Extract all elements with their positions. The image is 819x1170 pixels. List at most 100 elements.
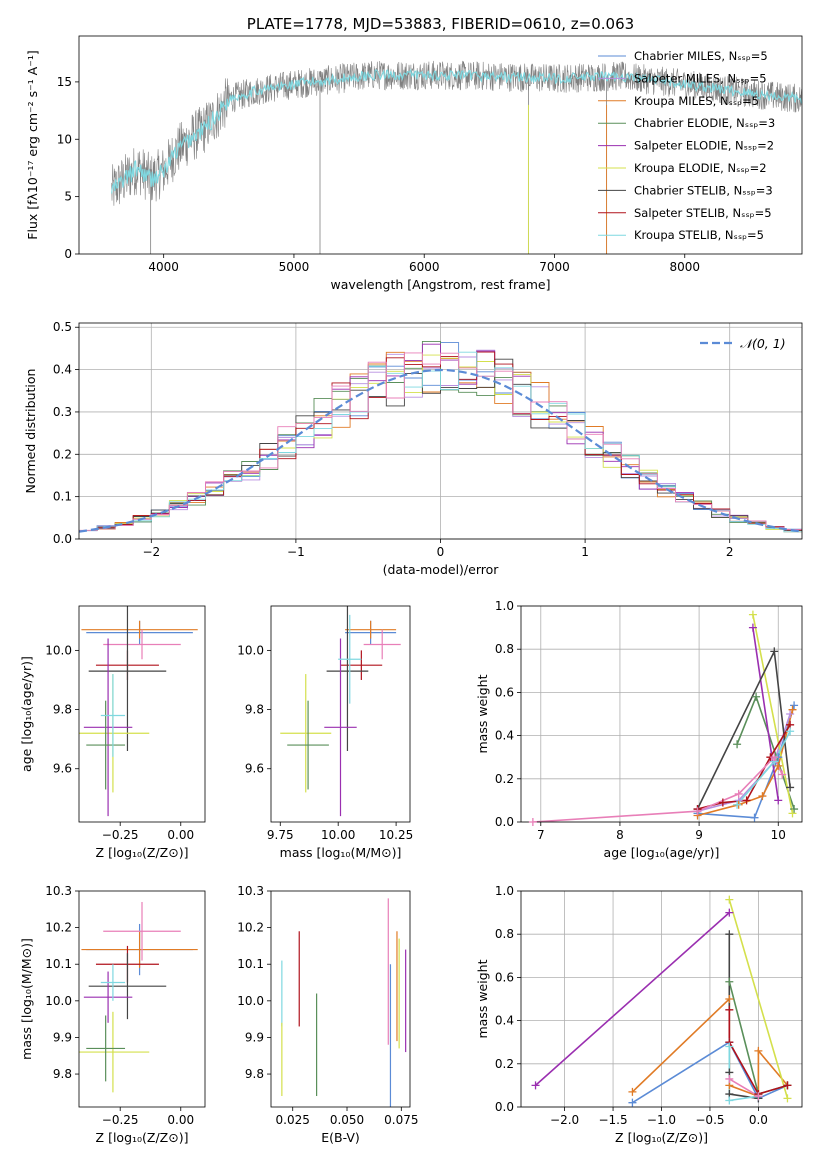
weight-series [752,627,780,801]
weight-marker [734,789,743,798]
y-tick-label: 0.4 [495,729,514,743]
y-tick-label: 0.0 [495,815,514,829]
axes-frame [520,605,803,823]
legend-entry: Salpeter STELIB, Nₛₛₚ=5 [634,206,772,220]
y-tick-label: 10.3 [237,884,264,898]
x-tick-label: −0.25 [102,828,139,842]
y-axis-label: mass [log₁₀(M/M⊙)] [19,938,34,1060]
y-tick-label: 10 [57,132,72,146]
y-axis-label: Flux [fλ10⁻¹⁷ erg cm⁻² s⁻¹ A⁻¹] [25,50,40,239]
y-axis-label: mass weight [475,959,490,1038]
histogram-series [79,340,802,532]
weight-marker [778,770,787,779]
weight-marker [725,977,734,986]
y-tick-label: 10.0 [237,643,264,657]
x-tick-label: 8 [616,828,624,842]
y-tick-label: 10.0 [237,994,264,1008]
y-tick-label: 10.2 [45,921,72,935]
weight-series [631,1041,788,1104]
y-tick-label: 0.2 [495,772,514,786]
plot-area [532,614,795,822]
y-axis-label: mass weight [475,674,490,753]
x-tick-label: 7 [537,828,545,842]
weight-marker [528,818,537,826]
weight-marker [733,800,742,809]
panel-1: 4000 5000 6000 7000 8000 0 5 10 15 wavelength [An… [25,15,803,292]
x-tick-label: 0.050 [330,1113,364,1127]
weight-marker [725,1096,734,1105]
y-tick-label: 0.2 [495,1057,514,1071]
x-tick-label: −1.5 [598,1113,627,1127]
y-tick-label: 0.3 [53,405,72,419]
data-spectrum [111,60,802,206]
legend-entry: Chabrier MILES, Nₛₛₚ=5 [634,49,768,63]
axes-frame [78,35,803,255]
weight-marker [770,753,779,762]
x-tick-label: 10.25 [379,828,413,842]
y-tick-label: 10.1 [237,957,264,971]
x-tick-label: −0.5 [695,1113,724,1127]
legend-entry: Kroupa STELIB, Nₛₛₚ=5 [634,228,764,242]
weight-marker [733,740,742,749]
weight-series [728,1078,759,1097]
x-tick-label: −2.0 [550,1113,579,1127]
weight-marker [774,761,783,770]
weight-marker [693,807,702,816]
weight-marker [531,1081,540,1090]
weight-marker [790,701,799,710]
histogram-series [79,352,802,531]
weight-marker [725,995,734,1003]
y-axis-label: Normed distribution [23,369,38,494]
x-tick-label: 8000 [669,260,700,274]
weight-marker [783,1094,792,1103]
y-tick-label: 10.0 [45,994,72,1008]
weight-marker [628,1087,637,1096]
y-tick-label: 0.6 [495,685,514,699]
weight-marker [718,798,727,807]
weight-marker [754,1046,763,1055]
y-tick-label: 10.3 [45,884,72,898]
weight-marker [725,1042,734,1051]
y-tick-label: 0.4 [53,363,72,377]
y-tick-label: 10.1 [45,957,72,971]
y-tick-label: 0.0 [495,1100,514,1114]
plot-area [79,340,802,533]
panel-7: 0.025 0.050 0.075 9.8 9.9 10.0 10.1 10.2 10.3 E(B… [237,884,418,1145]
weight-marker [770,647,779,656]
weight-marker [748,610,757,619]
weight-marker [748,623,757,632]
weight-marker [783,1081,792,1090]
x-tick-label: 0.075 [384,1113,418,1127]
weight-marker [628,1098,637,1107]
axes-frame [78,890,206,1108]
weight-marker [790,805,799,814]
y-tick-label: 0.1 [53,490,72,504]
x-tick-label: 7000 [539,260,570,274]
x-tick-label: 0.00 [167,1113,194,1127]
weight-marker [754,1092,763,1101]
y-tick-label: 9.6 [245,762,264,776]
x-axis-label: Z [log₁₀(Z/Z⊙)] [96,1130,189,1145]
x-tick-label: −2 [142,545,160,559]
plot-area [281,898,407,1107]
weight-marker [758,792,767,801]
y-tick-label: 9.8 [245,703,264,717]
weight-marker [786,710,795,718]
legend-entry: Salpeter MILES, Nₛₛₚ=5 [634,71,767,85]
axes-frame [270,890,411,1108]
weight-marker [774,796,783,805]
gaussian-curve [79,368,802,533]
plot-area [111,60,802,254]
y-tick-label: 0.4 [495,1014,514,1028]
y-tick-label: 0.2 [53,447,72,461]
weight-marker [725,1074,734,1083]
x-axis-label: Z [log₁₀(Z/Z⊙)] [96,845,189,860]
y-tick-label: 5 [64,190,72,204]
y-tick-label: 10.2 [237,921,264,935]
x-tick-label: 1 [581,545,589,559]
x-tick-label: 0 [437,545,445,559]
x-tick-label: 4000 [148,260,179,274]
chart-title: PLATE=1778, MJD=53883, FIBERID=0610, z=0… [247,15,634,33]
legend-entry: 𝒩(0, 1) [740,336,786,351]
